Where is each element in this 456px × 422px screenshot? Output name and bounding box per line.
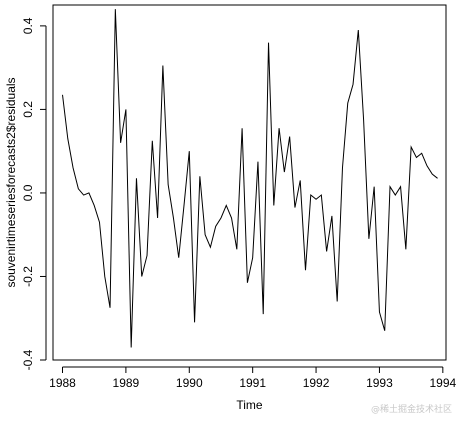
y-axis-label: souvenirtimeseriesforecasts2$residuals — [4, 77, 18, 287]
x-tick-label: 1990 — [176, 376, 203, 390]
series-line — [62, 9, 438, 348]
x-tick-label: 1992 — [303, 376, 330, 390]
x-tick-label: 1994 — [429, 376, 456, 390]
x-tick-label: 1989 — [113, 376, 140, 390]
y-tick-label: 0.4 — [21, 17, 35, 34]
y-tick-label: 0.2 — [21, 101, 35, 118]
x-axis: 1988 1989 1990 1991 1992 1993 1994 — [49, 366, 456, 390]
plot-frame — [52, 4, 447, 361]
watermark: @稀土掘金技术社区 — [370, 405, 452, 415]
x-tick-label: 1993 — [366, 376, 393, 390]
y-tick-label: -0.2 — [21, 266, 35, 287]
x-tick-label: 1991 — [239, 376, 266, 390]
y-tick-label: -0.4 — [21, 349, 35, 370]
x-tick-label: 1988 — [49, 376, 76, 390]
y-tick-label: 0.0 — [21, 184, 35, 201]
series-group — [62, 9, 438, 348]
x-axis-label: Time — [236, 398, 263, 412]
y-axis: -0.4 -0.2 0.0 0.2 0.4 — [21, 17, 47, 370]
